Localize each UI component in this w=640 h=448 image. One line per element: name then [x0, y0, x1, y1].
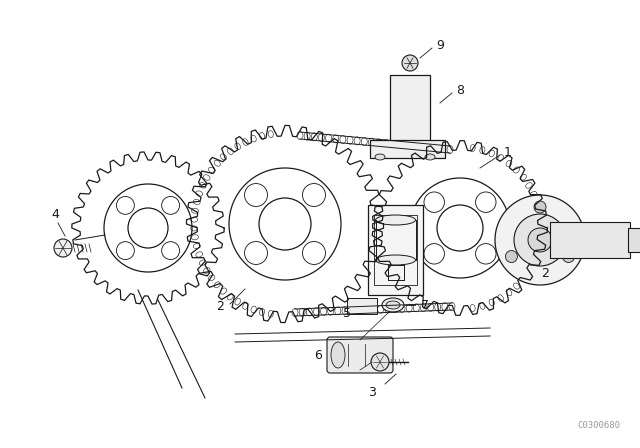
- Circle shape: [563, 250, 575, 263]
- Bar: [374, 215, 417, 285]
- Circle shape: [506, 250, 517, 263]
- Bar: [628, 228, 640, 252]
- Circle shape: [528, 228, 552, 252]
- Circle shape: [371, 353, 389, 371]
- Bar: [347, 298, 377, 314]
- Text: 4: 4: [51, 207, 59, 220]
- Circle shape: [402, 55, 418, 71]
- Bar: [390, 75, 430, 155]
- Text: 7: 7: [421, 298, 429, 311]
- Circle shape: [514, 214, 566, 266]
- Ellipse shape: [331, 342, 345, 368]
- Bar: [370, 140, 445, 158]
- Circle shape: [54, 239, 72, 257]
- Ellipse shape: [425, 154, 435, 160]
- Circle shape: [495, 195, 585, 285]
- Text: 5: 5: [343, 306, 351, 319]
- Ellipse shape: [386, 301, 400, 309]
- Ellipse shape: [375, 154, 385, 160]
- Text: 6: 6: [314, 349, 322, 362]
- Circle shape: [534, 201, 546, 213]
- Text: 3: 3: [368, 385, 376, 399]
- Bar: [550, 222, 630, 258]
- FancyBboxPatch shape: [327, 337, 393, 373]
- Ellipse shape: [382, 298, 404, 312]
- Text: 9: 9: [436, 39, 444, 52]
- Bar: [368, 205, 423, 295]
- Text: 2: 2: [216, 300, 224, 313]
- Text: 8: 8: [456, 83, 464, 96]
- Text: C0300680: C0300680: [577, 421, 620, 430]
- Text: 1: 1: [504, 146, 512, 159]
- Ellipse shape: [376, 215, 415, 225]
- Text: 2: 2: [541, 267, 549, 280]
- Ellipse shape: [376, 255, 415, 265]
